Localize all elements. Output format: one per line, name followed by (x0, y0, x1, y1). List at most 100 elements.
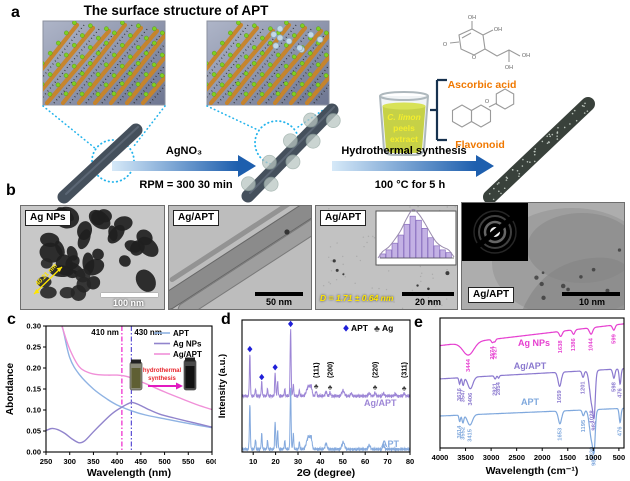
ag-peak-club: ♣ (373, 385, 378, 392)
sepiolite-dot (267, 82, 273, 88)
wavenumber-label: 2921 (493, 382, 499, 396)
xrd-chart: ♣ ♣ ♣ ♣ 10 20 30 40 50 60 70 80 2Θ (degree) Intensity… (217, 319, 414, 479)
x-tick-label: 350 (87, 457, 100, 466)
nanoparticle-dot (534, 275, 539, 280)
inset-caption-line1: hydrothermal (143, 368, 182, 374)
sepiolite-dot (95, 91, 101, 97)
sepiolite-dot (87, 45, 93, 50)
sepiolite-dot (268, 26, 273, 32)
texture-dot (401, 307, 404, 309)
exo-bond (449, 41, 460, 44)
speckle (548, 133, 551, 136)
speckle (575, 119, 578, 122)
texture-dot (356, 255, 358, 258)
palygorskite-rod (76, 25, 144, 105)
sepiolite-dot (211, 72, 217, 77)
y-axis-title: Abordance (5, 362, 16, 415)
vial-before-liquid (131, 368, 141, 388)
sepiolite-dot (64, 30, 69, 36)
tem-label: Ag NPs (25, 210, 71, 226)
x-tick-label: 300 (63, 457, 76, 466)
legend-diamond (343, 324, 349, 332)
ag-peak-club: ♣ (402, 385, 407, 392)
arrow2-process-label: Hydrothermal synthesis (341, 145, 466, 157)
wavenumber-label: 3444 (466, 358, 472, 372)
speckle (534, 150, 536, 153)
sepiolite-dot (316, 26, 321, 32)
speckle (521, 165, 524, 167)
silver-ion-cluster (276, 25, 284, 33)
texture-dot (446, 298, 448, 300)
sepiolite-dot (151, 62, 157, 68)
atom-label-o: O (472, 55, 477, 61)
fiber-rod (177, 206, 311, 309)
sepiolite-dot (32, 92, 36, 96)
sepiolite-dot (307, 91, 313, 97)
y-axis-title: Intensity (a.u.) (217, 354, 228, 418)
speckle (533, 153, 536, 156)
x-tick-label: 600 (206, 457, 216, 466)
sepiolite-dot (16, 92, 20, 96)
speckle (511, 169, 514, 171)
apt-peak-diamond (247, 345, 253, 353)
palygorskite-rod (140, 74, 165, 105)
sepiolite-dot (152, 26, 157, 32)
sepiolite-dot (135, 45, 141, 50)
dotted-row (69, 24, 133, 104)
wavenumber-label: 3614 (457, 425, 463, 439)
plot-frame (241, 319, 411, 453)
tem-image-ag-apt-50: Ag/APT 50 nm (168, 205, 312, 310)
ftir-trace-ag-apt (440, 368, 625, 420)
sepiolite-dot (127, 54, 133, 60)
tem-label: Ag/APT (320, 210, 367, 226)
tem-image-ag-apt-20: Ag/APT D = 1.71 ± 0.64 nm 20 nm (315, 205, 458, 310)
nanoparticle-blob (75, 268, 91, 283)
speckle (498, 182, 500, 184)
sepiolite-dot (299, 61, 305, 66)
flavonoid-label: Flavonoid (455, 139, 505, 151)
rod-highlight (249, 106, 335, 194)
beaker-line3: extract (390, 134, 418, 144)
wavenumber-label: 3406 (468, 392, 474, 406)
wavenumber-label: 2927 (492, 346, 498, 359)
histogram-bar (415, 219, 422, 259)
mean-diameter-annotation: D = 1.71 ± 0.64 nm (320, 293, 394, 303)
ring-link (488, 102, 498, 108)
apt-peak-diamond (259, 373, 265, 381)
sepiolite-dot (96, 35, 101, 41)
x-tick-label: 2000 (534, 453, 551, 462)
sepiolite-dot (291, 54, 297, 60)
wavenumber-label: 476 (618, 387, 624, 397)
palygorskite-rod (207, 22, 244, 72)
sepiolite-dot (332, 21, 336, 25)
sepiolite-dot (259, 50, 265, 56)
sepiolite-dot (332, 43, 336, 47)
sepiolite-dot (111, 52, 117, 58)
panel-label-c: c (7, 311, 16, 328)
sepiolite-dot (251, 45, 257, 50)
sepiolite-dot (227, 73, 233, 78)
sepiolite-dot (128, 33, 133, 38)
sepiolite-dot (120, 21, 125, 26)
nanoparticle-dot (335, 268, 339, 272)
nanoparticle-dot (541, 271, 545, 275)
dotted-row (281, 42, 329, 104)
x-tick-label: 50 (339, 457, 347, 466)
speckle (569, 123, 571, 125)
texture-dot (366, 241, 368, 244)
sepiolite-dot (79, 91, 85, 97)
size-arrowhead (56, 267, 62, 272)
palygorskite-rod (92, 28, 160, 105)
adsorbed-ion-sphere (263, 176, 279, 192)
adsorbed-ion-sphere (241, 176, 256, 192)
texture-dot (420, 280, 422, 283)
sepiolite-dot (211, 50, 217, 56)
x-tick-label: 450 (135, 457, 148, 466)
speckle (583, 105, 585, 108)
sepiolite-dot (259, 91, 265, 97)
scale-bar (255, 292, 303, 296)
tem2-art (169, 206, 311, 309)
texture-dot (335, 279, 338, 281)
sepiolite-dot (211, 91, 217, 97)
sepiolite-dot (291, 71, 297, 76)
